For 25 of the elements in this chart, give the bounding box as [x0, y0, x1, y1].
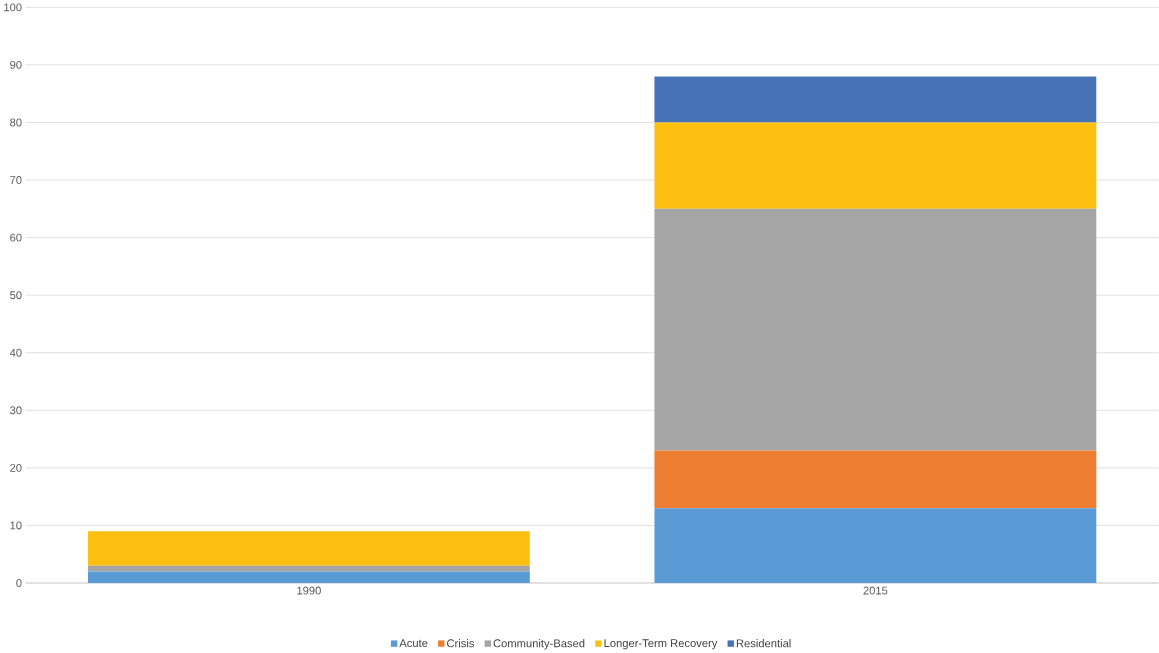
- y-tick-label: 30: [10, 406, 22, 415]
- x-tick-label: 2015: [863, 586, 888, 595]
- bar: [654, 76, 1097, 123]
- y-tick-label: 90: [10, 61, 22, 69]
- y-tick-label: 10: [10, 521, 22, 530]
- bar: [654, 208, 1097, 451]
- legend-label: Longer-Term Recovery: [604, 639, 718, 650]
- y-tick-label: 80: [10, 118, 22, 127]
- legend-label: Crisis: [447, 639, 475, 648]
- y-tick-label: 20: [10, 464, 22, 472]
- bar: [654, 508, 1097, 584]
- bar: [87, 571, 530, 584]
- bar: [654, 450, 1097, 509]
- legend-label: Residential: [736, 639, 791, 648]
- legend-label: Acute: [399, 639, 428, 648]
- bar: [654, 122, 1097, 209]
- y-tick-label: 50: [10, 291, 22, 300]
- y-tick-label: 0: [16, 579, 22, 588]
- x-tick-label: 1990: [297, 586, 321, 595]
- y-tick-label: 70: [10, 176, 22, 185]
- y-tick-label: 60: [10, 233, 22, 242]
- y-tick-label: 40: [9, 348, 22, 357]
- legend-label: Community-Based: [493, 639, 585, 650]
- y-tick-label: 100: [4, 3, 22, 12]
- bar: [87, 531, 530, 566]
